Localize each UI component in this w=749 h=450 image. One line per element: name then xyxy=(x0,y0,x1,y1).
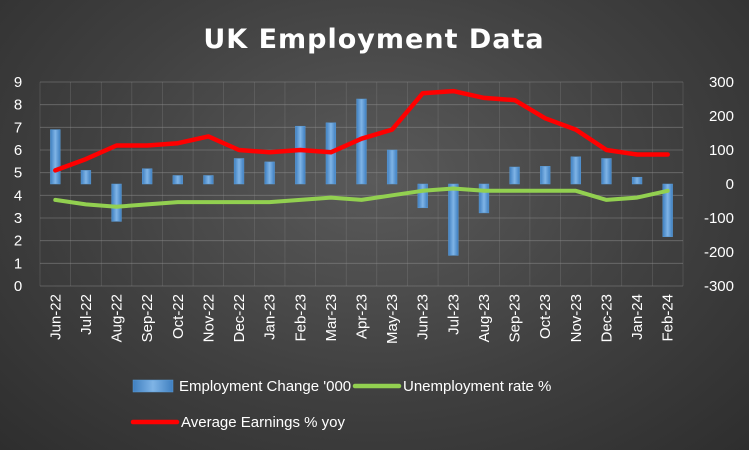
employment-change-bar xyxy=(662,183,673,237)
left-tick-label: 1 xyxy=(14,255,22,272)
employment-change-bar xyxy=(386,149,398,185)
chart-title: UK Employment Data xyxy=(203,24,544,55)
line-series xyxy=(53,88,670,209)
x-tick-label: Dec-23 xyxy=(598,294,615,342)
bar-series xyxy=(50,98,673,256)
employment-change-bar xyxy=(295,125,306,185)
x-tick-label: Jan-23 xyxy=(262,294,279,340)
employment-change-bar xyxy=(80,170,92,185)
left-tick-label: 3 xyxy=(14,210,22,227)
x-tick-label: Oct-22 xyxy=(170,294,187,339)
legend: Employment Change '000 Unemployment rate … xyxy=(130,378,551,431)
x-tick-label: Mar-23 xyxy=(323,294,340,342)
employment-change-bar xyxy=(417,183,428,209)
left-tick-label: 0 xyxy=(14,278,22,295)
average-earnings-line xyxy=(53,88,670,173)
legend-bar-swatch xyxy=(132,379,174,393)
right-tick-label: 100 xyxy=(709,142,734,159)
right-tick-label: 0 xyxy=(726,176,734,193)
employment-change-bar xyxy=(203,175,214,185)
unemployment-rate-line xyxy=(53,186,670,209)
left-tick-label: 7 xyxy=(14,119,22,136)
employment-change-bar xyxy=(264,161,275,185)
x-tick-label: Sep-23 xyxy=(507,294,524,342)
employment-change-bar xyxy=(172,175,183,185)
x-axis-ticks: Jun-22 Jul-22 Aug-22 Sep-22 Oct-22 Nov-22 Dec-… xyxy=(47,294,676,344)
employment-change-bar xyxy=(631,176,643,185)
x-tick-label: Jun-23 xyxy=(415,294,432,340)
employment-change-bar xyxy=(233,158,245,185)
x-tick-label: Oct-23 xyxy=(537,294,554,339)
right-tick-label: -200 xyxy=(704,244,734,261)
employment-change-bar xyxy=(509,166,520,185)
left-tick-label: 6 xyxy=(14,142,22,159)
legend-unemployment-rate: Unemployment rate % xyxy=(403,378,551,395)
x-tick-label: Jan-24 xyxy=(629,294,646,340)
x-tick-label: Feb-24 xyxy=(660,294,677,342)
legend-employment-change: Employment Change '000 xyxy=(179,378,351,395)
x-tick-label: Jun-22 xyxy=(47,294,64,340)
employment-change-bar xyxy=(142,168,153,185)
x-tick-label: Sep-22 xyxy=(139,294,156,342)
legend-average-earnings: Average Earnings % yoy xyxy=(181,414,345,431)
employment-change-bar xyxy=(570,156,581,185)
x-tick-label: Jul-22 xyxy=(78,294,95,335)
x-tick-label: Nov-23 xyxy=(568,294,585,342)
employment-change-bar xyxy=(478,183,490,214)
right-tick-label: -300 xyxy=(704,278,734,295)
x-tick-label: Nov-22 xyxy=(200,294,217,342)
x-tick-label: Feb-23 xyxy=(292,294,309,342)
right-tick-label: 300 xyxy=(709,74,734,91)
left-axis-ticks: 0 1 2 3 4 5 6 7 8 9 xyxy=(14,74,22,295)
employment-change-bar xyxy=(540,166,551,185)
left-tick-label: 5 xyxy=(14,165,22,182)
left-tick-label: 4 xyxy=(14,187,22,204)
employment-change-bar xyxy=(448,183,459,256)
right-tick-label: -100 xyxy=(704,210,734,227)
x-tick-label: May-23 xyxy=(384,294,401,344)
employment-change-bar xyxy=(601,158,612,185)
right-tick-label: 200 xyxy=(709,108,734,125)
employment-change-bar xyxy=(111,183,122,222)
x-tick-label: Jul-23 xyxy=(445,294,462,335)
left-tick-label: 8 xyxy=(14,97,22,114)
x-tick-label: Dec-22 xyxy=(231,294,248,342)
left-tick-label: 2 xyxy=(14,233,22,250)
x-tick-label: Apr-23 xyxy=(354,294,371,339)
x-tick-label: Aug-23 xyxy=(476,294,493,342)
employment-change-bar xyxy=(50,129,61,185)
x-tick-label: Aug-22 xyxy=(109,294,126,342)
right-axis-ticks: 300 200 100 0 -100 -200 -300 xyxy=(704,74,734,295)
left-tick-label: 9 xyxy=(14,74,22,91)
